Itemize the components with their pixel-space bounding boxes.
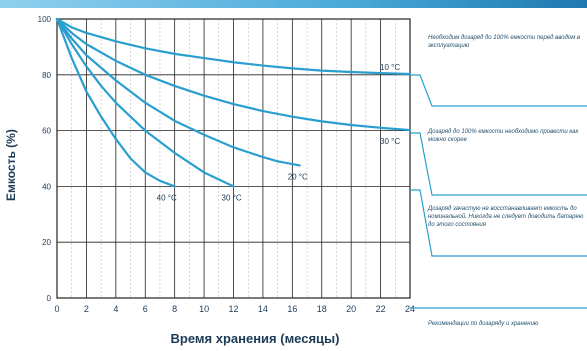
y-tick-label: 20 bbox=[42, 238, 51, 247]
series-label: 30 °C bbox=[380, 137, 400, 146]
series-label: 30 °C bbox=[222, 193, 242, 202]
x-tick-label: 8 bbox=[172, 304, 177, 314]
note-connector bbox=[410, 132, 587, 196]
note-capacity-not-restored: Дозаряд зачастую не восстанавливает емко… bbox=[428, 206, 584, 228]
series-line bbox=[55, 17, 235, 188]
y-tick-label: 60 bbox=[42, 127, 51, 136]
series-line bbox=[55, 17, 301, 167]
series-label: 40 °C bbox=[157, 193, 177, 202]
series-line bbox=[55, 17, 412, 132]
series-line bbox=[55, 17, 176, 188]
x-tick-label: 24 bbox=[405, 304, 415, 314]
x-tick-label: 0 bbox=[54, 304, 59, 314]
y-tick-labels: 0 20 40 60 80 100 bbox=[38, 15, 52, 303]
note-full-charge-before-use: Необходим дозаряд до 100% емкости перед … bbox=[428, 35, 581, 49]
x-axis-label: Время хранения (месяцы) bbox=[170, 331, 340, 346]
series-group bbox=[55, 17, 412, 188]
note-connector bbox=[410, 189, 587, 257]
x-tick-labels: 0 2 4 6 8 10 12 14 16 18 20 22 24 bbox=[54, 304, 415, 314]
grid bbox=[56, 18, 411, 299]
series-line bbox=[55, 17, 412, 76]
series-labels: 10 °C 30 °C 20 °C 30 °C 40 °C bbox=[157, 63, 401, 202]
x-tick-label: 18 bbox=[317, 304, 327, 314]
x-tick-label: 12 bbox=[228, 304, 238, 314]
series-label: 20 °C bbox=[288, 172, 308, 181]
y-tick-label: 40 bbox=[42, 182, 51, 191]
x-tick-label: 22 bbox=[376, 304, 386, 314]
y-tick-label: 80 bbox=[42, 71, 51, 80]
note-charge-asap: Дозаряд до 100% емкости необходимо прове… bbox=[428, 129, 579, 143]
y-tick-label: 0 bbox=[47, 294, 52, 303]
x-tick-label: 20 bbox=[346, 304, 356, 314]
series-label: 10 °C bbox=[380, 63, 400, 72]
note-recommendations: Рекомендации по дозаряду и хранению bbox=[428, 321, 539, 327]
x-tick-label: 2 bbox=[84, 304, 89, 314]
x-tick-label: 10 bbox=[199, 304, 209, 314]
y-tick-label: 100 bbox=[38, 15, 52, 24]
x-tick-label: 4 bbox=[113, 304, 118, 314]
y-axis-label: Емкость (%) bbox=[4, 129, 18, 201]
note-connector bbox=[410, 74, 587, 107]
x-tick-label: 6 bbox=[143, 304, 148, 314]
note-connectors bbox=[410, 74, 587, 309]
top-banner-gradient bbox=[0, 0, 587, 8]
x-tick-label: 16 bbox=[287, 304, 297, 314]
x-tick-label: 14 bbox=[258, 304, 268, 314]
